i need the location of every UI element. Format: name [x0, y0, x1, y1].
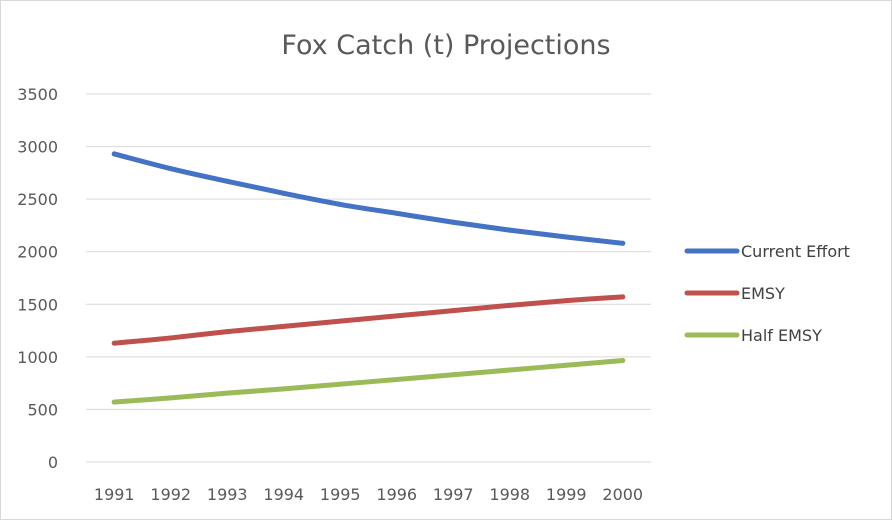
legend-label-half-emsy: Half EMSY: [741, 326, 822, 345]
series-lines: [111, 151, 626, 405]
data-point-emsy: [281, 323, 287, 329]
x-tick-label: 1994: [263, 485, 304, 504]
data-point-emsy: [450, 308, 456, 314]
data-point-half-emsy: [507, 367, 513, 373]
x-tick-label: 1991: [94, 485, 135, 504]
data-point-half-emsy: [337, 381, 343, 387]
gridlines: [86, 93, 651, 463]
data-point-current-effort: [337, 201, 343, 207]
y-axis-ticks: 0 500 1000 1500 2000 2500 3000 3500: [17, 85, 58, 472]
data-point-current-effort: [620, 240, 626, 246]
y-tick-label: 3500: [17, 85, 58, 104]
data-point-half-emsy: [620, 358, 626, 364]
data-point-half-emsy: [224, 390, 230, 396]
data-point-half-emsy: [281, 386, 287, 392]
data-point-emsy: [224, 329, 230, 335]
chart-title: Fox Catch (t) Projections: [281, 30, 610, 61]
x-tick-label: 1999: [546, 485, 587, 504]
legend-label-emsy: EMSY: [741, 284, 785, 303]
x-tick-label: 1993: [207, 485, 248, 504]
x-axis-ticks: 1991 1992 1993 1994 1995 1996 1997 1998 1999 2000: [94, 485, 643, 504]
data-point-half-emsy: [450, 372, 456, 378]
legend: Current Effort EMSY Half EMSY: [684, 242, 850, 345]
series-line-emsy: [111, 294, 626, 346]
data-point-half-emsy: [394, 376, 400, 382]
x-tick-label: 1992: [150, 485, 191, 504]
legend-label-current-effort: Current Effort: [741, 242, 850, 261]
y-tick-label: 0: [48, 453, 58, 472]
x-tick-label: 2000: [602, 485, 643, 504]
y-tick-label: 2000: [17, 243, 58, 262]
data-point-current-effort: [281, 190, 287, 196]
series-line-current-effort: [111, 151, 626, 246]
data-point-current-effort: [450, 219, 456, 225]
data-point-emsy: [507, 302, 513, 308]
series-line-half-emsy: [111, 358, 626, 405]
data-point-emsy: [563, 298, 569, 304]
data-point-current-effort: [563, 234, 569, 240]
data-point-current-effort: [394, 210, 400, 216]
x-tick-label: 1997: [433, 485, 474, 504]
data-point-current-effort: [168, 166, 174, 172]
x-tick-label: 1998: [489, 485, 530, 504]
data-point-emsy: [394, 313, 400, 319]
y-tick-label: 3000: [17, 138, 58, 157]
data-point-current-effort: [507, 227, 513, 233]
y-tick-label: 1000: [17, 348, 58, 367]
x-tick-label: 1996: [376, 485, 417, 504]
data-point-emsy: [337, 318, 343, 324]
data-point-current-effort: [111, 151, 117, 157]
data-point-current-effort: [224, 178, 230, 184]
y-tick-label: 1500: [17, 295, 58, 314]
data-point-half-emsy: [168, 395, 174, 401]
y-tick-label: 500: [27, 400, 58, 419]
data-point-emsy: [620, 294, 626, 300]
data-point-emsy: [168, 335, 174, 341]
data-point-half-emsy: [563, 362, 569, 368]
data-point-half-emsy: [111, 399, 117, 405]
x-tick-label: 1995: [320, 485, 361, 504]
y-tick-label: 2500: [17, 190, 58, 209]
data-point-emsy: [111, 340, 117, 346]
